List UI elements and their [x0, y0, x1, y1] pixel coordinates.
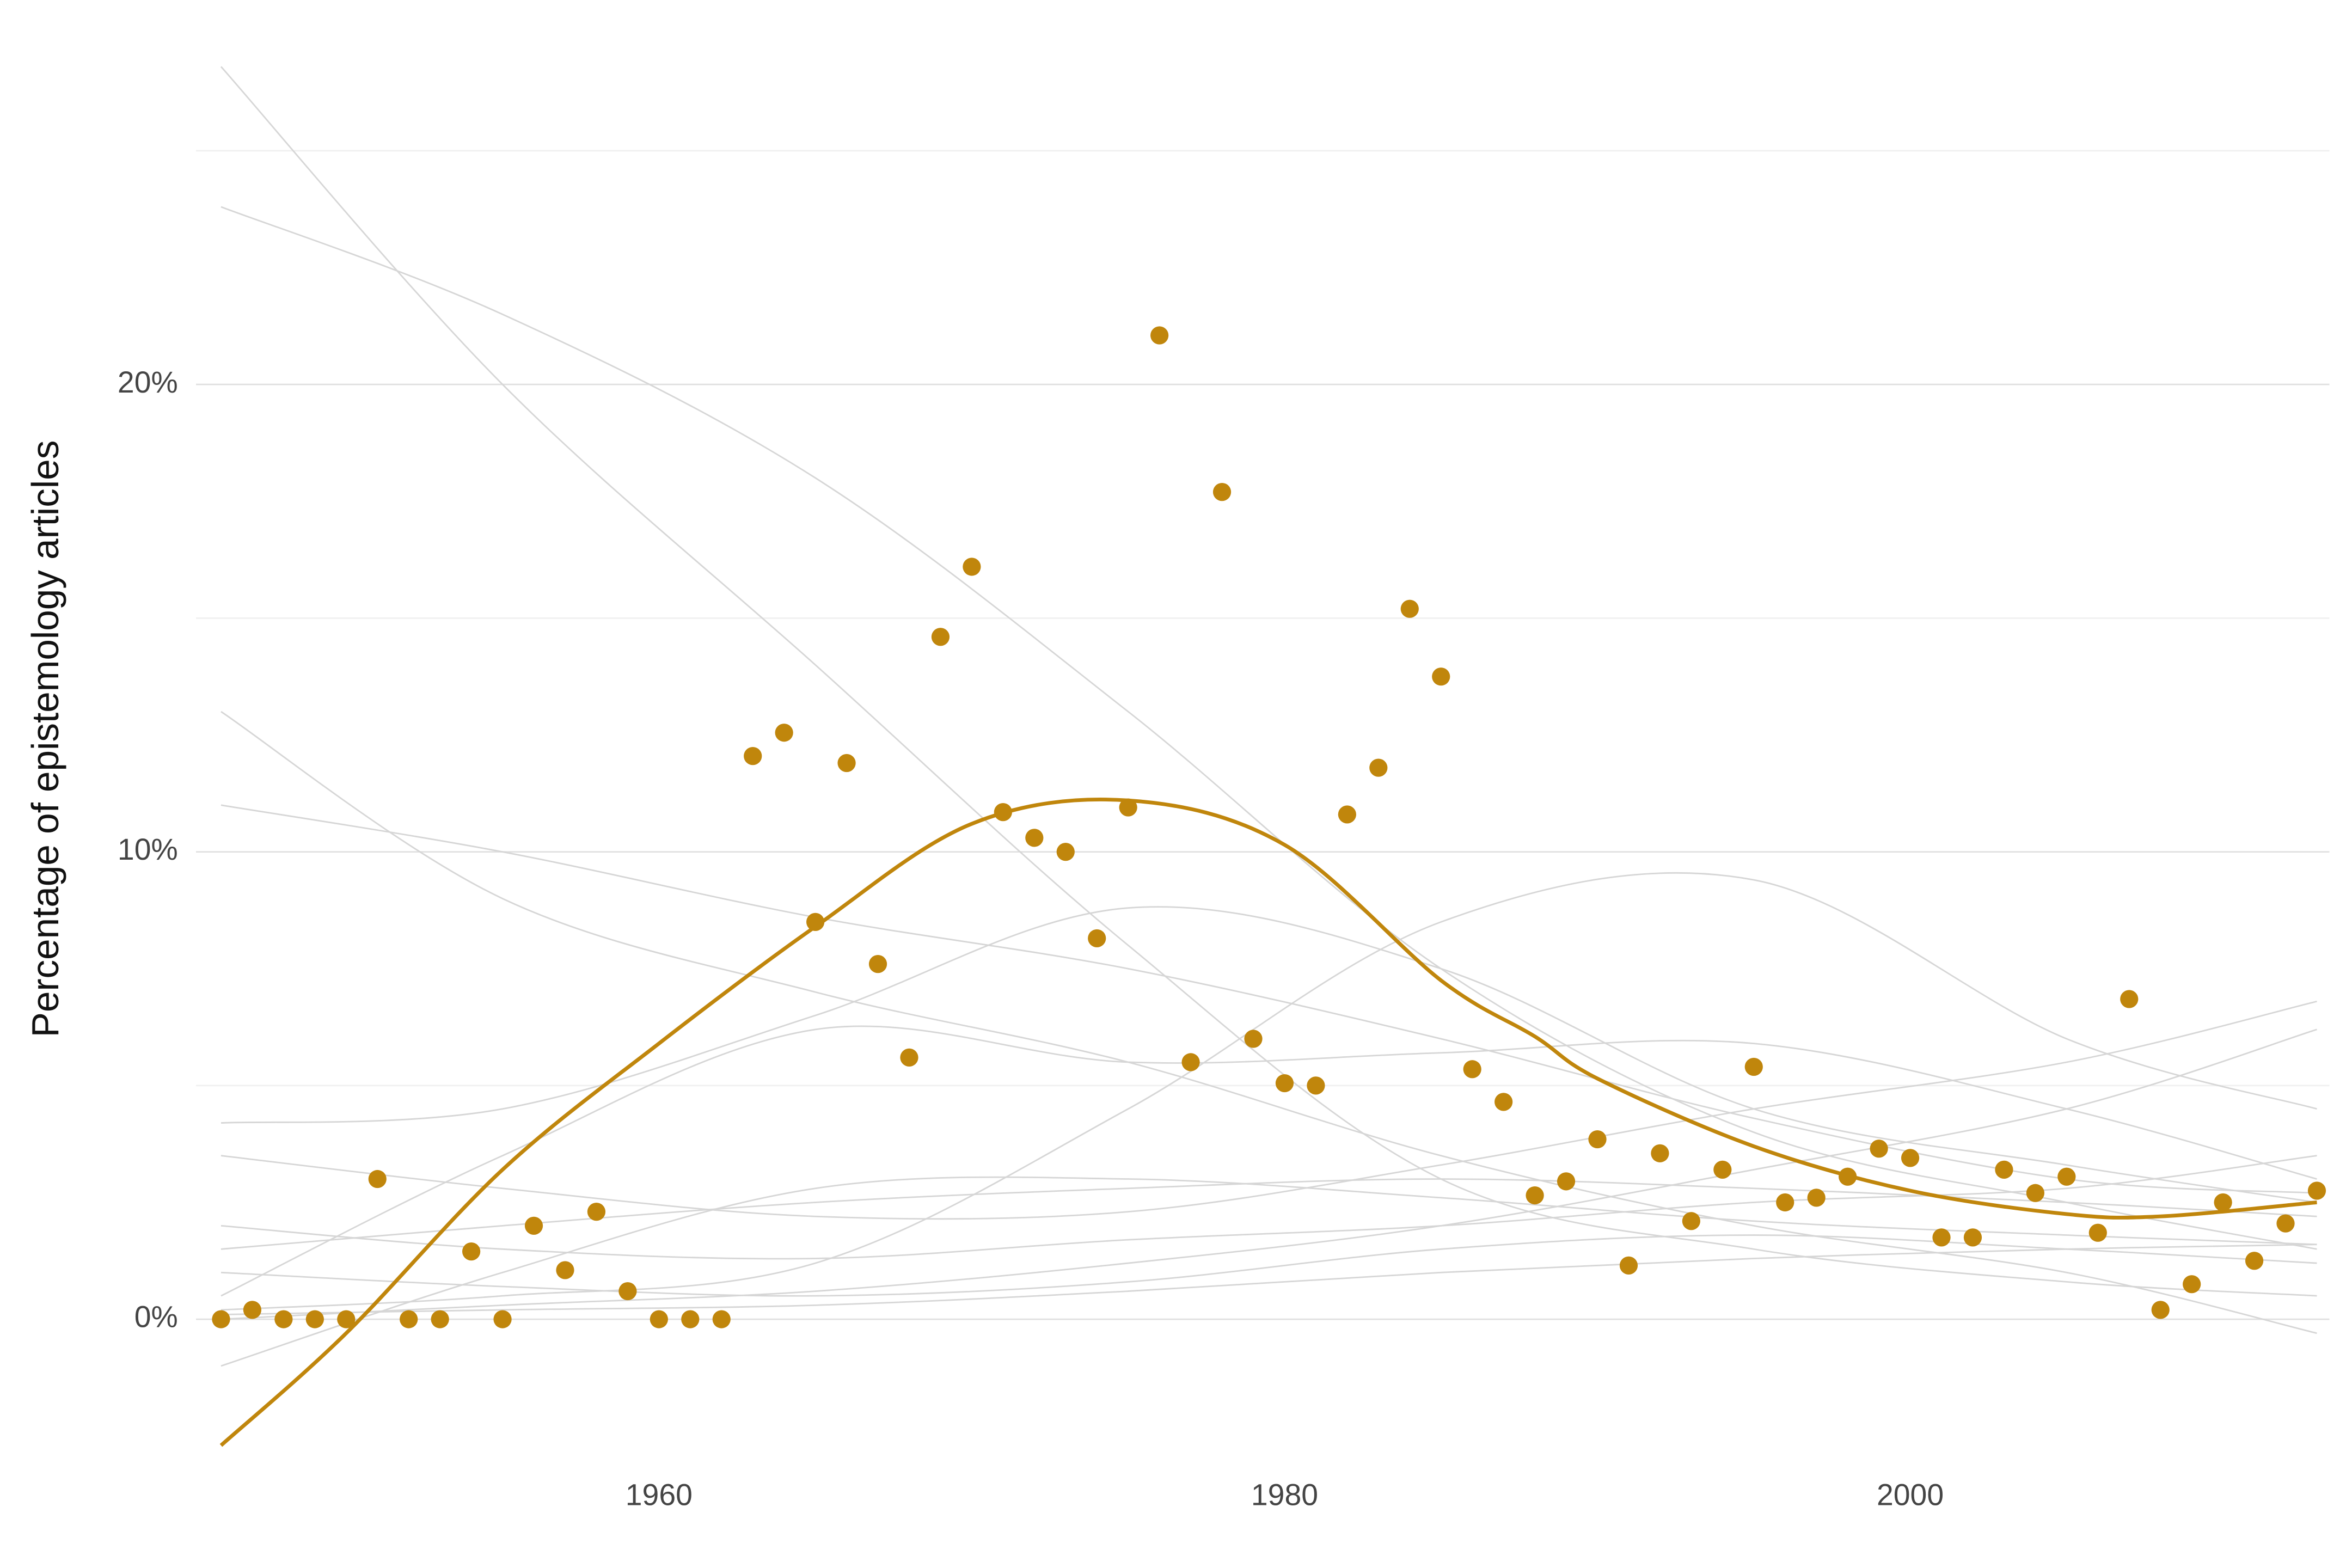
point [712, 1310, 731, 1328]
point [963, 558, 981, 576]
point [2183, 1275, 2201, 1294]
point [524, 1216, 543, 1235]
point [1682, 1212, 1700, 1230]
point [806, 912, 825, 931]
point [1212, 482, 1232, 501]
point [931, 628, 950, 646]
point [650, 1310, 668, 1328]
background-line [220, 206, 2317, 1250]
point [618, 1282, 637, 1301]
point [1056, 843, 1075, 861]
point [1526, 1186, 1544, 1205]
background-line [220, 906, 2317, 1203]
y-tick-label: 0% [134, 1300, 178, 1334]
background-line [220, 872, 2317, 1311]
point [1776, 1193, 1794, 1212]
point [1963, 1228, 1982, 1247]
background-line [220, 710, 2317, 1334]
point [1870, 1140, 1888, 1158]
point [556, 1261, 574, 1279]
point [587, 1203, 606, 1221]
point [744, 747, 762, 765]
point [2057, 1167, 2076, 1186]
point [1901, 1149, 1920, 1167]
point [1307, 1076, 1325, 1095]
point [994, 803, 1012, 822]
point [681, 1310, 700, 1328]
point [493, 1310, 512, 1328]
point [1244, 1030, 1263, 1048]
point [2151, 1301, 2170, 1319]
point [1463, 1060, 1481, 1079]
point [462, 1242, 481, 1261]
point [1369, 758, 1388, 777]
point [1494, 1093, 1513, 1111]
point [1713, 1160, 1732, 1179]
point [868, 955, 887, 973]
point [1181, 1053, 1200, 1071]
point [1150, 326, 1169, 345]
point [1432, 667, 1450, 686]
x-tick-label: 2000 [1877, 1478, 1944, 1511]
point [212, 1310, 230, 1328]
point [368, 1169, 387, 1189]
point [900, 1048, 918, 1067]
point [775, 724, 793, 742]
point [243, 1301, 262, 1319]
y-tick-label: 20% [118, 365, 178, 399]
point [2245, 1252, 2264, 1270]
y-axis-label: Percentage of epistemology articles [24, 440, 66, 1038]
point [2026, 1184, 2044, 1202]
point [1557, 1172, 1576, 1191]
point [1588, 1130, 1607, 1149]
point [1338, 805, 1356, 824]
point [1651, 1144, 1669, 1162]
point [1807, 1189, 1826, 1207]
background-line [220, 1176, 2317, 1367]
background-line [220, 1028, 2317, 1320]
point [1025, 829, 1044, 847]
point [431, 1310, 449, 1328]
point [2276, 1214, 2295, 1233]
point [1275, 1074, 1294, 1093]
trend-line [219, 797, 2317, 1447]
point [1744, 1057, 1763, 1076]
background-line [220, 1234, 2317, 1297]
background-line [220, 1000, 2317, 1220]
point [1839, 1167, 1857, 1186]
point [2120, 990, 2139, 1008]
point [2214, 1193, 2232, 1212]
background-line [220, 1178, 2317, 1250]
point [2307, 1181, 2326, 1200]
background-line [220, 1155, 2317, 1260]
x-tick-label: 1960 [626, 1478, 693, 1511]
point [1932, 1228, 1951, 1247]
point [1995, 1160, 2013, 1179]
y-tick-label: 10% [118, 832, 178, 866]
point [274, 1310, 293, 1328]
background-line [220, 1244, 2317, 1315]
point [1400, 599, 1419, 618]
background-line [220, 66, 2317, 1297]
point [337, 1310, 356, 1328]
point [1119, 798, 1137, 817]
x-tick-label: 1980 [1251, 1478, 1318, 1511]
point [1619, 1256, 1638, 1275]
point [400, 1310, 418, 1328]
point [1088, 929, 1106, 948]
point [305, 1310, 324, 1328]
point [837, 754, 856, 773]
point [2088, 1223, 2107, 1242]
